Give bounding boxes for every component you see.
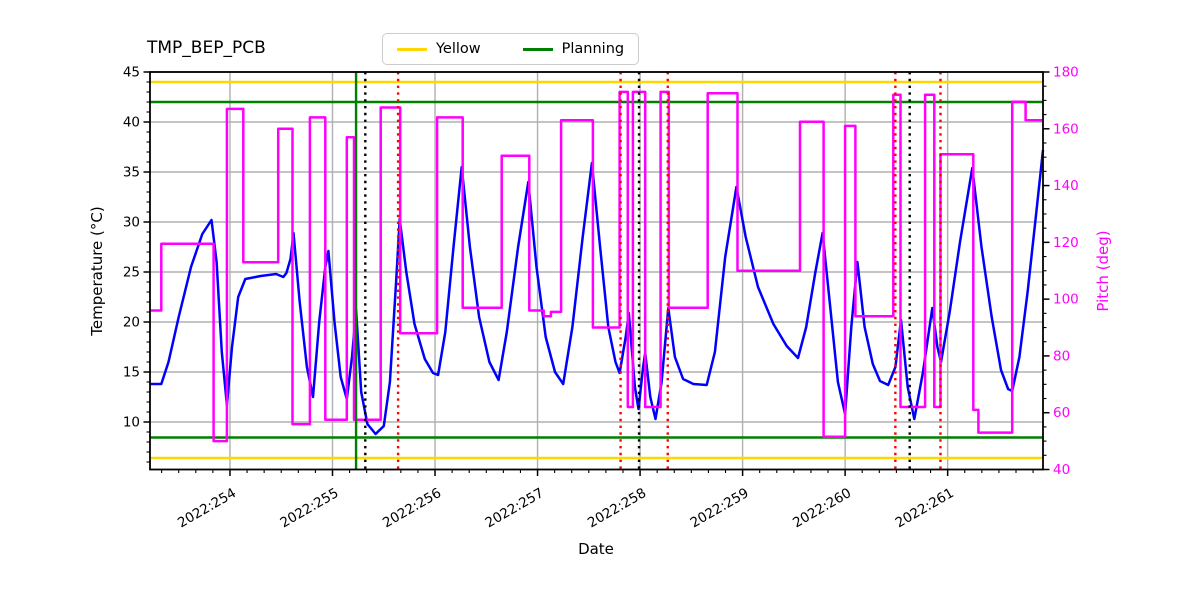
legend-label-yellow: Yellow: [436, 41, 481, 57]
y-left-tick-label: 45: [123, 65, 140, 81]
y-right-tick-label: 40: [1053, 462, 1070, 478]
legend-label-planning: Planning: [561, 41, 625, 57]
y-right-tick-label: 160: [1053, 121, 1079, 137]
legend-item-planning: Planning: [522, 41, 625, 57]
y-right-tick-label: 180: [1053, 65, 1079, 81]
y-left-tick-label: 10: [123, 415, 140, 431]
y-left-tick-label: 25: [123, 265, 140, 281]
legend-item-yellow: Yellow: [397, 41, 481, 57]
x-tick-label: 2022:260: [790, 485, 854, 531]
yellow-line-swatch: [397, 47, 427, 51]
x-tick-label: 2022:257: [483, 485, 547, 531]
chart-title: TMP_BEP_PCB: [147, 38, 266, 58]
y-left-tick-label: 15: [123, 365, 140, 381]
y-right-tick-label: 120: [1053, 235, 1079, 251]
x-tick-label: 2022:259: [688, 485, 752, 531]
y-left-tick-label: 30: [123, 215, 140, 231]
legend: Yellow Planning: [382, 33, 640, 65]
x-tick-label: 2022:258: [585, 485, 649, 531]
y-axis-label-pitch: Pitch (deg): [1094, 230, 1112, 312]
y-right-tick-label: 140: [1053, 178, 1079, 194]
y-right-tick-label: 80: [1053, 348, 1070, 364]
x-tick-label: 2022:261: [893, 485, 957, 531]
y-left-tick-label: 35: [123, 165, 140, 181]
x-tick-label: 2022:256: [380, 485, 444, 531]
y-axis-label-temperature: Temperature (°C): [88, 206, 106, 336]
planning-line-swatch: [522, 47, 553, 51]
y-right-tick-label: 100: [1053, 292, 1079, 308]
x-tick-label: 2022:254: [175, 485, 239, 531]
y-right-tick-label: 60: [1053, 405, 1070, 421]
y-left-tick-label: 40: [123, 115, 140, 131]
x-tick-label: 2022:255: [277, 485, 341, 531]
x-axis-label-date: Date: [578, 540, 614, 558]
y-left-tick-label: 20: [123, 315, 140, 331]
